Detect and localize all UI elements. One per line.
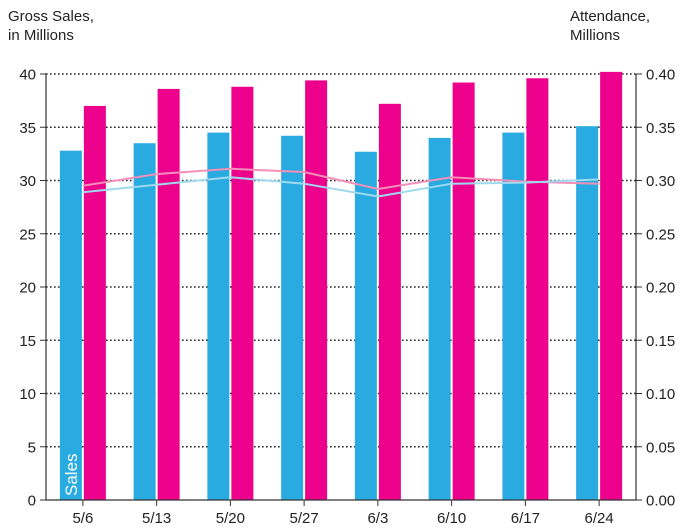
left-tick-label: 30 <box>19 173 36 190</box>
magenta-bar <box>378 103 401 500</box>
sales-bar <box>354 151 377 500</box>
magenta-bar <box>83 105 106 500</box>
sales-bar <box>207 132 230 500</box>
left-tick-label: 15 <box>19 333 36 350</box>
sales-bar <box>502 132 525 500</box>
pink-line <box>82 167 600 191</box>
magenta-bar <box>157 88 180 500</box>
left-tick-label: 20 <box>19 280 36 297</box>
right-tick-label: 0.35 <box>646 120 675 137</box>
light-blue-line <box>82 176 600 198</box>
x-tick-label: 6/3 <box>367 510 388 527</box>
right-tick-label: 0.05 <box>646 439 675 456</box>
x-tick-label: 6/17 <box>511 510 540 527</box>
magenta-bar <box>231 86 254 500</box>
right-axis-title: Attendance, Millions <box>570 7 650 45</box>
x-tick-label: 6/10 <box>437 510 466 527</box>
x-tick-label: 5/6 <box>72 510 93 527</box>
magenta-bar <box>526 78 549 500</box>
left-tick-label: 35 <box>19 120 36 137</box>
right-tick-label: 0.30 <box>646 173 675 190</box>
magenta-bar <box>305 80 328 500</box>
left-tick-label: 10 <box>19 386 36 403</box>
left-tick-label: 5 <box>28 439 36 456</box>
right-tick-label: 0.00 <box>646 493 675 510</box>
right-tick-label: 0.20 <box>646 280 675 297</box>
left-tick-label: 25 <box>19 226 36 243</box>
x-tick-label: 5/13 <box>142 510 171 527</box>
left-axis-title: Gross Sales, in Millions <box>8 7 94 45</box>
right-tick-label: 0.15 <box>646 333 675 350</box>
left-tick-label: 0 <box>28 493 36 510</box>
right-tick-label: 0.25 <box>646 226 675 243</box>
left-tick-label: 40 <box>19 67 36 84</box>
left-axis-title-line-2: in Millions <box>8 27 74 44</box>
right-tick-label: 0.40 <box>646 67 675 84</box>
sales-bar <box>59 150 82 500</box>
sales-bar <box>428 137 451 500</box>
left-axis-title-line-1: Gross Sales, <box>8 8 94 25</box>
right-axis-title-line-1: Attendance, <box>570 8 651 25</box>
sales-bar <box>576 126 599 500</box>
sales-bar <box>133 143 156 500</box>
x-tick-label: 6/24 <box>585 510 614 527</box>
right-axis-title-line-2: Millions <box>570 27 621 44</box>
sales-series-label: Sales <box>62 453 81 496</box>
magenta-bar <box>600 71 623 501</box>
sales-bar <box>281 135 304 500</box>
right-tick-label: 0.10 <box>646 386 675 403</box>
magenta-bar <box>452 82 475 501</box>
x-tick-label: 5/20 <box>216 510 245 527</box>
x-tick-label: 5/27 <box>290 510 319 527</box>
